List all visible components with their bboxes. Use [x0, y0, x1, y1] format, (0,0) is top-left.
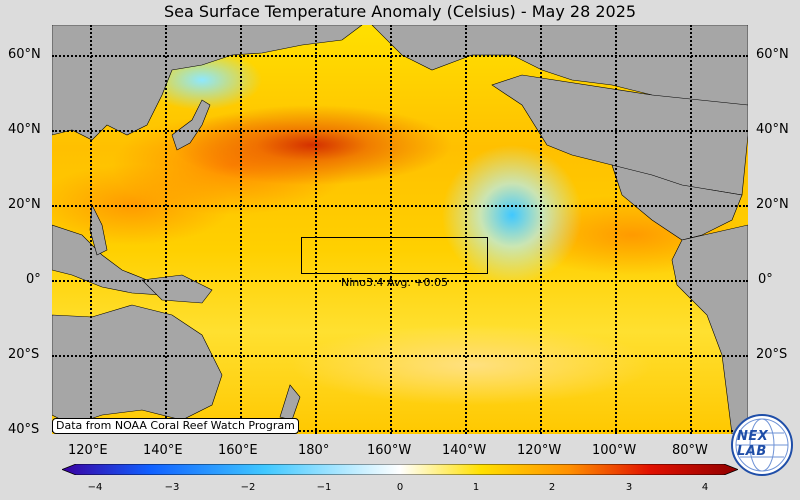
- colorbar-tick-label: −2: [240, 482, 256, 493]
- gridline-lon-120e: [90, 25, 92, 434]
- land-asia: [52, 25, 363, 141]
- colorbar-tick-label: −3: [164, 482, 180, 493]
- gridline-lat-60n: [52, 55, 748, 57]
- gridline-lon-180: [315, 25, 317, 434]
- map-title: Sea Surface Temperature Anomaly (Celsius…: [163, 2, 637, 21]
- colorbar-tick-label: 1: [472, 482, 480, 493]
- lon-label: 80°W: [672, 443, 708, 458]
- gridline-lon-140e: [165, 25, 167, 434]
- land-central-america: [611, 164, 743, 241]
- lat-label-left: 20°N: [8, 197, 41, 212]
- gridline-lat-40s: [52, 430, 748, 432]
- land-australia: [52, 304, 223, 426]
- gridline-lon-100w: [615, 25, 617, 434]
- nino34-region-box: [301, 237, 488, 274]
- lat-label-right: 60°N: [756, 47, 789, 62]
- lon-label: 160°E: [218, 443, 258, 458]
- colorbar-tick-label: 2: [548, 482, 556, 493]
- colorbar: [62, 464, 738, 475]
- lat-label-left: 60°N: [8, 47, 41, 62]
- lat-label-left: 40°N: [8, 122, 41, 137]
- colorbar-tick-label: −4: [87, 482, 103, 493]
- lon-label: 120°E: [68, 443, 108, 458]
- lon-label: 180°: [298, 443, 330, 458]
- lat-label-left: 40°S: [8, 422, 40, 437]
- gridline-lon-140w: [465, 25, 467, 434]
- lat-label-right: 0°: [758, 272, 773, 287]
- colorbar-tick-label: 4: [701, 482, 709, 493]
- colorbar-tick-label: 0: [396, 482, 404, 493]
- gridline-lon-120w: [540, 25, 542, 434]
- gridline-lon-160w: [390, 25, 392, 434]
- nino34-label: Nino3.4 Avg. +0.05: [341, 276, 449, 289]
- lon-label: 140°W: [442, 443, 487, 458]
- lon-label: 120°W: [517, 443, 562, 458]
- lat-label-left: 20°S: [8, 347, 40, 362]
- lon-label: 140°E: [143, 443, 183, 458]
- lat-label-right: 20°S: [756, 347, 788, 362]
- colorbar-tick-label: −1: [316, 482, 332, 493]
- lat-label-right: 20°N: [756, 197, 789, 212]
- land-se-asia: [52, 224, 163, 296]
- land-japan: [171, 99, 211, 151]
- land-south-america: [671, 224, 748, 434]
- gridline-lon-80w: [690, 25, 692, 434]
- nexlab-logo-icon: [731, 414, 793, 476]
- gridline-lat-20n: [52, 205, 748, 207]
- land-masses: [52, 25, 748, 434]
- land-new-zealand: [279, 384, 301, 421]
- gridline-lat-20s: [52, 355, 748, 357]
- gridline-lon-160e: [240, 25, 242, 434]
- lon-label: 160°W: [367, 443, 412, 458]
- sst-anomaly-map: [52, 25, 748, 434]
- logo-text: NEX LAB: [737, 429, 769, 459]
- gridline-lat-40n: [52, 130, 748, 132]
- lat-label-right: 40°N: [756, 122, 789, 137]
- colorbar-tick-label: 3: [625, 482, 633, 493]
- land-papua: [141, 274, 213, 304]
- lat-label-left: 0°: [26, 272, 41, 287]
- data-credit: Data from NOAA Coral Reef Watch Program: [52, 418, 299, 434]
- gridline-lat-0: [52, 280, 748, 282]
- lon-label: 100°W: [592, 443, 637, 458]
